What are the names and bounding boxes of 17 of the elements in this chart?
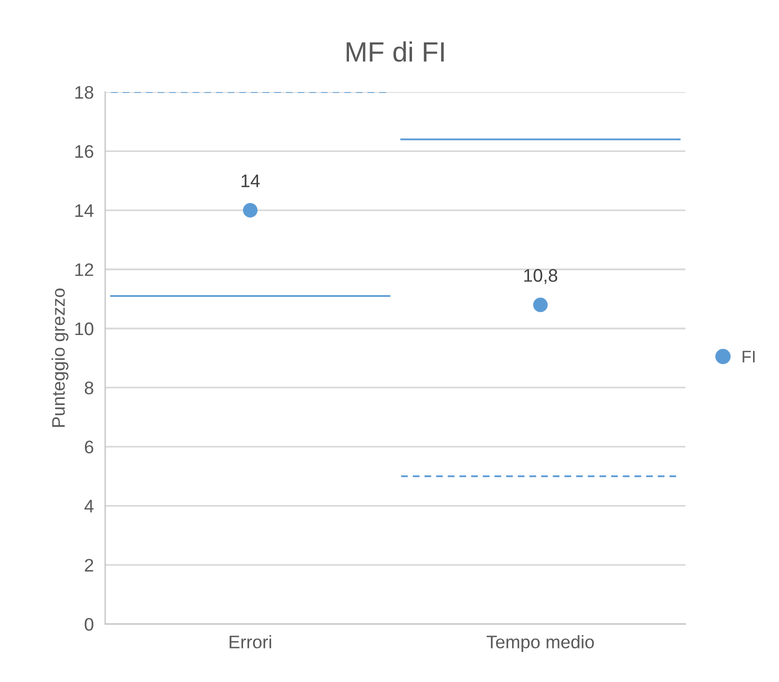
y-tick-label: 8 (84, 382, 94, 394)
y-tick-label: 2 (84, 558, 94, 572)
y-tick-label: 10 (75, 322, 94, 336)
y-tick-label: 18 (75, 86, 94, 99)
x-tick-label: Tempo medio (486, 635, 594, 652)
y-tick-label: 14 (75, 204, 94, 217)
y-tick-label: 12 (75, 263, 94, 276)
data-label: 10,8 (524, 269, 558, 284)
legend-label: FI (742, 350, 755, 362)
y-tick-label: 16 (75, 145, 94, 158)
y-axis-title: Punteggio grezzo (52, 288, 68, 427)
y-tick-label: 0 (84, 618, 94, 631)
y-tick-label: 6 (84, 440, 94, 454)
y-tick-label: 4 (84, 500, 94, 512)
x-tick-label: Errori (230, 635, 272, 648)
chart-title: MF di FI (346, 41, 444, 62)
data-label: 14 (242, 174, 260, 188)
